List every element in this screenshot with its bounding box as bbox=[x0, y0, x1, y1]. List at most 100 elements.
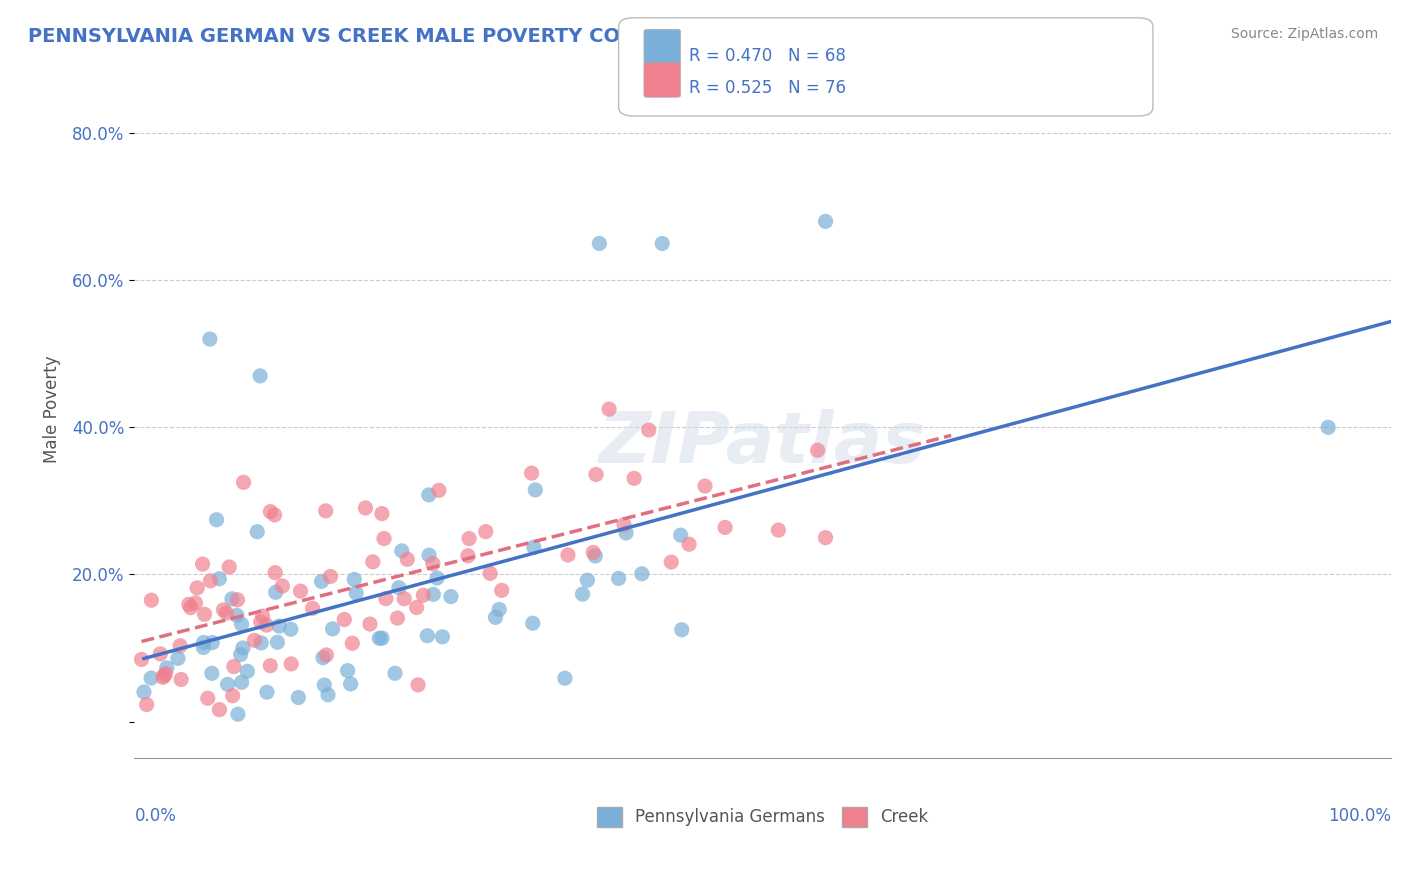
Point bbox=[231, 675, 253, 690]
Point bbox=[186, 581, 208, 595]
Point bbox=[208, 572, 231, 586]
Point bbox=[191, 557, 214, 571]
Point bbox=[488, 602, 510, 616]
Point bbox=[693, 479, 716, 493]
Point bbox=[264, 566, 287, 580]
Point bbox=[671, 623, 693, 637]
Point bbox=[177, 598, 200, 612]
Point bbox=[359, 617, 381, 632]
Point bbox=[135, 698, 157, 712]
Point bbox=[631, 566, 654, 581]
Point bbox=[269, 619, 291, 633]
Point bbox=[201, 666, 224, 681]
Point bbox=[384, 666, 406, 681]
Point bbox=[205, 513, 228, 527]
Point bbox=[368, 632, 391, 646]
Point bbox=[236, 665, 259, 679]
Point bbox=[169, 639, 191, 653]
Point bbox=[170, 673, 193, 687]
Point bbox=[200, 574, 222, 588]
Point bbox=[263, 508, 285, 522]
Point bbox=[588, 236, 610, 251]
Point bbox=[554, 671, 576, 685]
Point bbox=[246, 524, 269, 539]
Point bbox=[250, 636, 273, 650]
Point bbox=[314, 678, 336, 692]
Point bbox=[491, 583, 513, 598]
Text: 100.0%: 100.0% bbox=[1329, 807, 1391, 825]
Point bbox=[287, 690, 309, 705]
Point bbox=[139, 671, 162, 685]
Point bbox=[215, 606, 238, 620]
Point bbox=[193, 607, 215, 622]
Text: R = 0.525   N = 76: R = 0.525 N = 76 bbox=[689, 79, 846, 97]
Point bbox=[198, 332, 221, 346]
Point bbox=[422, 557, 444, 571]
Point bbox=[416, 629, 439, 643]
Y-axis label: Male Poverty: Male Poverty bbox=[44, 355, 60, 463]
Point bbox=[371, 507, 394, 521]
Point bbox=[1317, 420, 1340, 434]
Point bbox=[678, 537, 700, 551]
Point bbox=[312, 650, 335, 665]
Point bbox=[319, 569, 342, 583]
Point bbox=[426, 571, 449, 585]
Point bbox=[582, 545, 605, 559]
Point bbox=[315, 504, 337, 518]
Point bbox=[342, 636, 364, 650]
Point bbox=[807, 443, 830, 458]
Point bbox=[614, 525, 637, 540]
Point bbox=[432, 630, 454, 644]
Text: ZIPatlas: ZIPatlas bbox=[599, 409, 927, 478]
Point bbox=[155, 666, 177, 681]
Point bbox=[333, 613, 356, 627]
Point bbox=[714, 520, 737, 534]
Point bbox=[440, 590, 463, 604]
Point bbox=[583, 549, 606, 563]
Point bbox=[412, 588, 434, 602]
Point bbox=[217, 677, 239, 691]
Point bbox=[222, 689, 245, 703]
Point bbox=[607, 571, 630, 585]
Point bbox=[156, 661, 179, 675]
Point bbox=[405, 600, 427, 615]
Point bbox=[221, 591, 243, 606]
Point bbox=[343, 573, 366, 587]
Point bbox=[249, 368, 271, 383]
Point bbox=[149, 647, 172, 661]
Text: R = 0.470   N = 68: R = 0.470 N = 68 bbox=[689, 47, 846, 65]
Point bbox=[374, 591, 396, 606]
Point bbox=[458, 532, 481, 546]
Point bbox=[523, 540, 546, 554]
Point bbox=[814, 214, 837, 228]
Point bbox=[222, 659, 245, 673]
Point bbox=[394, 591, 416, 606]
Point bbox=[280, 622, 302, 636]
Point bbox=[388, 581, 411, 595]
Point bbox=[193, 635, 215, 649]
Point bbox=[259, 658, 281, 673]
Point bbox=[354, 500, 377, 515]
Point bbox=[201, 635, 224, 649]
Point bbox=[226, 592, 249, 607]
Point bbox=[571, 587, 593, 601]
Point bbox=[232, 640, 254, 655]
Point bbox=[557, 548, 579, 562]
Point bbox=[180, 600, 202, 615]
Point bbox=[141, 593, 163, 607]
Point bbox=[167, 651, 190, 665]
Point bbox=[322, 622, 344, 636]
Text: 0.0%: 0.0% bbox=[135, 807, 176, 825]
Point bbox=[474, 524, 496, 539]
Point bbox=[371, 631, 394, 645]
Point bbox=[361, 555, 384, 569]
Text: PENNSYLVANIA GERMAN VS CREEK MALE POVERTY CORRELATION CHART: PENNSYLVANIA GERMAN VS CREEK MALE POVERT… bbox=[28, 27, 823, 45]
Point bbox=[212, 603, 235, 617]
Point bbox=[229, 648, 252, 662]
Point bbox=[387, 611, 409, 625]
Point bbox=[226, 707, 249, 722]
Point bbox=[266, 635, 288, 649]
Point bbox=[264, 585, 287, 599]
Point bbox=[637, 423, 659, 437]
Legend: Pennsylvania Germans, Creek: Pennsylvania Germans, Creek bbox=[591, 800, 935, 834]
